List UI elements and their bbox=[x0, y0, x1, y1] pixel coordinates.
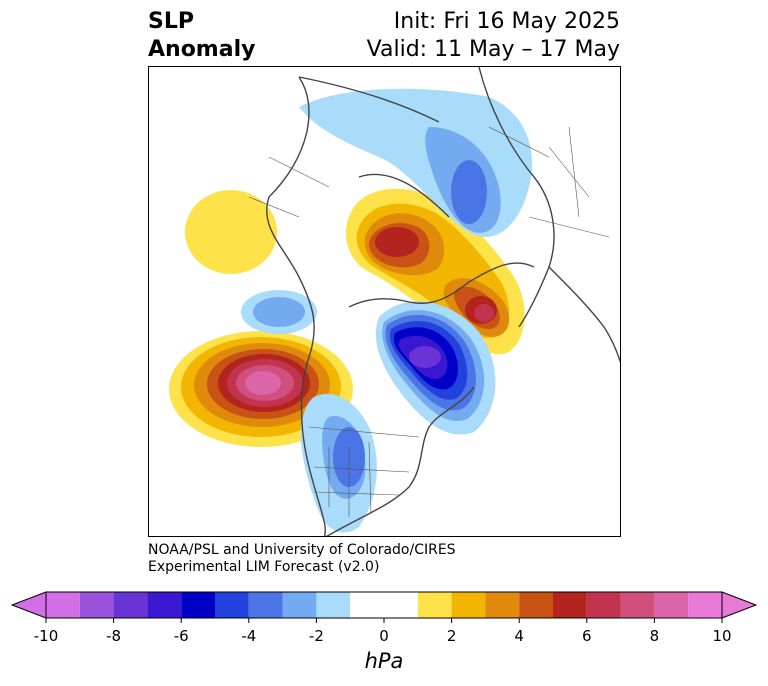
init-date: Init: Fri 16 May 2025 bbox=[393, 9, 620, 34]
colorbar-segment bbox=[485, 592, 520, 618]
credit-text: NOAA/PSL and University of Colorado/CIRE… bbox=[148, 542, 456, 576]
credit-line1: NOAA/PSL and University of Colorado/CIRE… bbox=[148, 542, 456, 558]
colorbar-segment bbox=[553, 592, 587, 618]
colorbar-tick-label: -2 bbox=[308, 627, 324, 645]
colorbar-tick-label: -4 bbox=[241, 627, 257, 645]
eurasian-high-anomaly bbox=[345, 188, 525, 355]
credit-line2: Experimental LIM Forecast (v2.0) bbox=[148, 559, 380, 575]
colorbar-segment bbox=[688, 592, 722, 618]
colorbar-tick-label: 0 bbox=[379, 627, 389, 645]
colorbar-tick-label: 8 bbox=[649, 627, 660, 645]
colorbar-segment bbox=[113, 592, 148, 618]
colorbar-tick-label: 10 bbox=[712, 627, 732, 645]
colorbar-tick-label: -8 bbox=[106, 627, 122, 645]
colorbar-segment bbox=[451, 592, 486, 618]
colorbar-segment bbox=[620, 592, 655, 618]
date-title: Init: Fri 16 May 2025 Valid: 11 May – 17… bbox=[367, 8, 620, 64]
slp-anomaly-map bbox=[148, 66, 621, 537]
colorbar-segment bbox=[215, 592, 249, 618]
colorbar bbox=[10, 591, 758, 623]
colorbar-tick-label: -10 bbox=[33, 627, 59, 645]
variable-title-line2: Anomaly bbox=[148, 37, 256, 62]
borders bbox=[248, 126, 610, 517]
colorbar-tick-label: 4 bbox=[514, 627, 524, 645]
colorbar-segment bbox=[654, 592, 689, 618]
colorbar-segment bbox=[519, 592, 553, 618]
colorbar-units: hPa bbox=[364, 649, 404, 673]
colorbar-extend-high bbox=[721, 591, 758, 619]
map-canvas bbox=[169, 67, 620, 536]
west-high-anomaly bbox=[185, 190, 277, 274]
coastlines bbox=[266, 67, 620, 536]
variable-title-line1: SLP bbox=[148, 9, 194, 34]
colorbar-segment bbox=[282, 592, 317, 618]
variable-title: SLP Anomaly bbox=[148, 8, 255, 64]
colorbar-segment bbox=[417, 592, 452, 618]
colorbar-segment bbox=[586, 592, 621, 618]
colorbar-segment bbox=[147, 592, 182, 618]
arctic-low-anomaly bbox=[375, 301, 496, 435]
colorbar-segment bbox=[316, 592, 351, 618]
colorbar-segment bbox=[350, 592, 418, 618]
colorbar-tick-label: 6 bbox=[582, 627, 592, 645]
colorbar-tick-label: 2 bbox=[446, 627, 457, 645]
eurasian-low-anomaly bbox=[299, 88, 533, 237]
colorbar-segment bbox=[181, 592, 215, 618]
colorbar-segment bbox=[248, 592, 283, 618]
us-low-anomaly bbox=[300, 393, 377, 533]
valid-range: Valid: 11 May – 17 May bbox=[366, 37, 620, 62]
colorbar-segment bbox=[46, 592, 80, 618]
colorbar-extend-low bbox=[10, 591, 47, 619]
colorbar-segment bbox=[79, 592, 114, 618]
colorbar-tick-label: -6 bbox=[173, 627, 189, 645]
north-pacific-low-anomaly bbox=[241, 290, 317, 334]
